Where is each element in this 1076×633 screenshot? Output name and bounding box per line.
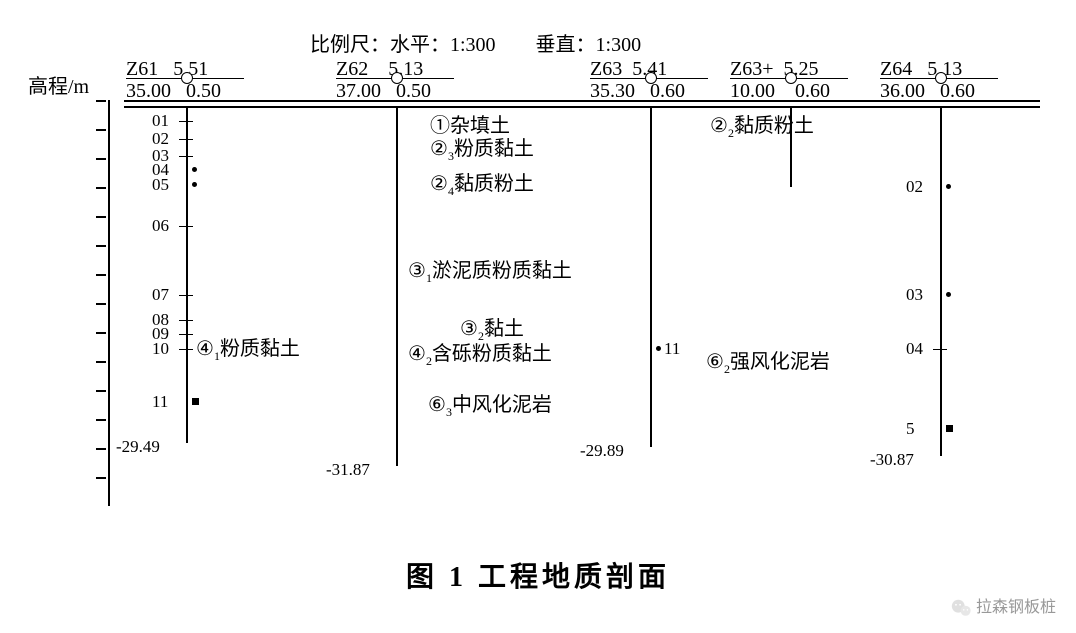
borehole-marker	[192, 167, 197, 172]
borehole-marker	[179, 349, 193, 350]
y-tick	[96, 332, 106, 334]
borehole-marker	[946, 184, 951, 189]
borehole-header-bottom: 36.00 0.60	[880, 80, 975, 103]
borehole-head-marker	[181, 72, 193, 84]
borehole-marker-label: 06	[152, 216, 169, 236]
borehole-marker-label: 02	[906, 177, 923, 197]
borehole-bottom-label: -31.87	[326, 460, 370, 480]
strata-label: ②3粉质黏土	[430, 132, 534, 164]
borehole-line	[940, 106, 942, 456]
strata-label: ④2含砾粉质黏土	[408, 337, 552, 369]
borehole-marker-label: 04	[906, 339, 923, 359]
figure-caption: 图 1 工程地质剖面	[0, 555, 1076, 595]
borehole-marker-label: 11	[664, 339, 680, 359]
borehole-bottom-label: -29.49	[116, 437, 160, 457]
y-tick	[96, 419, 106, 421]
borehole-marker-label: 07	[152, 285, 169, 305]
y-tick	[96, 158, 106, 160]
borehole-marker	[656, 346, 661, 351]
strata-label: ⑥3中风化泥岩	[428, 388, 552, 420]
borehole-line	[396, 106, 398, 466]
y-tick	[96, 274, 106, 276]
borehole-marker	[933, 349, 947, 350]
borehole-marker-label: 05	[152, 175, 169, 195]
strata-label: ④1粉质黏土	[196, 332, 300, 364]
borehole-marker	[192, 398, 199, 405]
y-tick	[96, 477, 106, 479]
strata-label: ⑥2强风化泥岩	[706, 345, 830, 377]
borehole-header-bottom: 37.00 0.50	[336, 80, 431, 103]
borehole-bottom-label: -29.89	[580, 441, 624, 461]
y-tick	[96, 361, 106, 363]
borehole-marker	[179, 295, 193, 296]
borehole-header-bottom: 35.00 0.50	[126, 80, 221, 103]
borehole-marker	[179, 139, 193, 140]
y-tick	[96, 216, 106, 218]
wechat-icon	[950, 597, 972, 619]
y-tick	[96, 187, 106, 189]
strata-label: ②2黏质粉土	[710, 109, 814, 141]
borehole-marker	[179, 156, 193, 157]
scale-text: 比例尺：水平：1:300 垂直：1:300	[310, 28, 641, 57]
ground-line-lower	[124, 106, 1040, 108]
borehole-marker-label: 10	[152, 339, 169, 359]
y-tick	[96, 245, 106, 247]
borehole-header-bottom: 10.00 0.60	[730, 80, 830, 103]
y-tick	[96, 448, 106, 450]
borehole-marker	[179, 334, 193, 335]
borehole-marker	[946, 425, 953, 432]
borehole-marker	[179, 320, 193, 321]
borehole-marker-label: 11	[152, 392, 168, 412]
watermark-text: 拉森钢板桩	[976, 599, 1056, 616]
watermark: 拉森钢板桩	[950, 593, 1056, 619]
y-axis	[108, 100, 110, 506]
borehole-head-marker	[645, 72, 657, 84]
axis-label: 高程/m	[28, 70, 89, 99]
y-tick	[96, 303, 106, 305]
borehole-marker-label: 5	[906, 419, 915, 439]
borehole-marker	[179, 121, 193, 122]
strata-label: ②4黏质粉土	[430, 167, 534, 199]
borehole-marker	[179, 226, 193, 227]
borehole-marker-label: 03	[906, 285, 923, 305]
borehole-marker	[192, 182, 197, 187]
borehole-bottom-label: -30.87	[870, 450, 914, 470]
borehole-head-marker	[935, 72, 947, 84]
y-tick	[96, 390, 106, 392]
borehole-header-bottom: 35.30 0.60	[590, 80, 685, 103]
borehole-line	[650, 106, 652, 447]
borehole-marker	[946, 292, 951, 297]
borehole-head-marker	[391, 72, 403, 84]
strata-label: ③1淤泥质粉质黏土	[408, 254, 572, 286]
borehole-head-marker	[785, 72, 797, 84]
y-tick	[96, 129, 106, 131]
geological-section-figure: 比例尺：水平：1:300 垂直：1:300 高程/m 6.0003.0000-3…	[0, 0, 1076, 633]
y-tick	[96, 100, 106, 102]
